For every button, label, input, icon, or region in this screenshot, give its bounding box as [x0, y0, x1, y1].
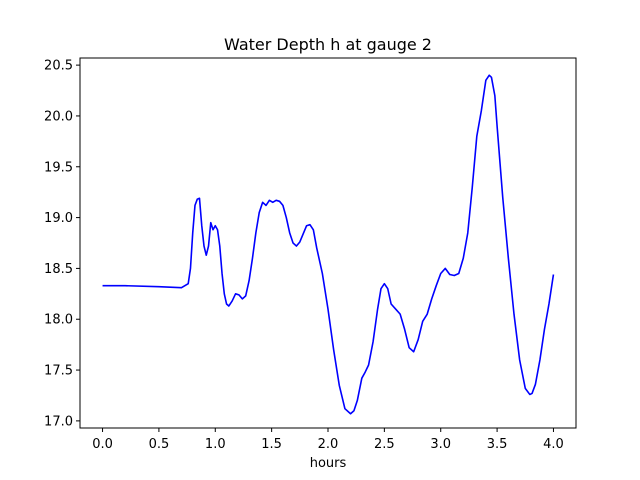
y-axis: 17.0 17.5 18.0 18.5 19.0 19.5 20.0 20.5	[44, 59, 80, 429]
y-tick-label: 18.5	[44, 262, 73, 277]
y-tick-label: 17.5	[44, 364, 73, 379]
x-tick-label: 1.5	[261, 437, 282, 452]
y-tick-label: 19.5	[44, 160, 73, 175]
plot-frame	[79, 57, 577, 429]
y-tick-label: 17.0	[44, 414, 73, 429]
x-tick-label: 1.0	[205, 437, 226, 452]
y-tick-label: 20.0	[44, 109, 73, 124]
x-tick-label: 3.5	[487, 437, 508, 452]
series-line-0	[102, 74, 555, 415]
x-axis-label: hours	[310, 456, 347, 471]
x-tick-label: 3.0	[430, 437, 451, 452]
x-tick-label: 0.0	[92, 437, 113, 452]
x-tick-label: 0.5	[149, 437, 170, 452]
y-tick-label: 20.5	[44, 59, 73, 74]
y-tick-label: 18.0	[44, 313, 73, 328]
y-tick-label: 19.0	[44, 211, 73, 226]
x-tick-label: 2.5	[374, 437, 395, 452]
chart-title: Water Depth h at gauge 2	[224, 35, 432, 54]
x-axis: 0.0 0.5 1.0 1.5 2.0 2.5 3.0 3.5 4.0	[92, 428, 564, 452]
x-tick-label: 2.0	[318, 437, 339, 452]
plot-area	[102, 74, 555, 415]
x-tick-label: 4.0	[543, 437, 564, 452]
